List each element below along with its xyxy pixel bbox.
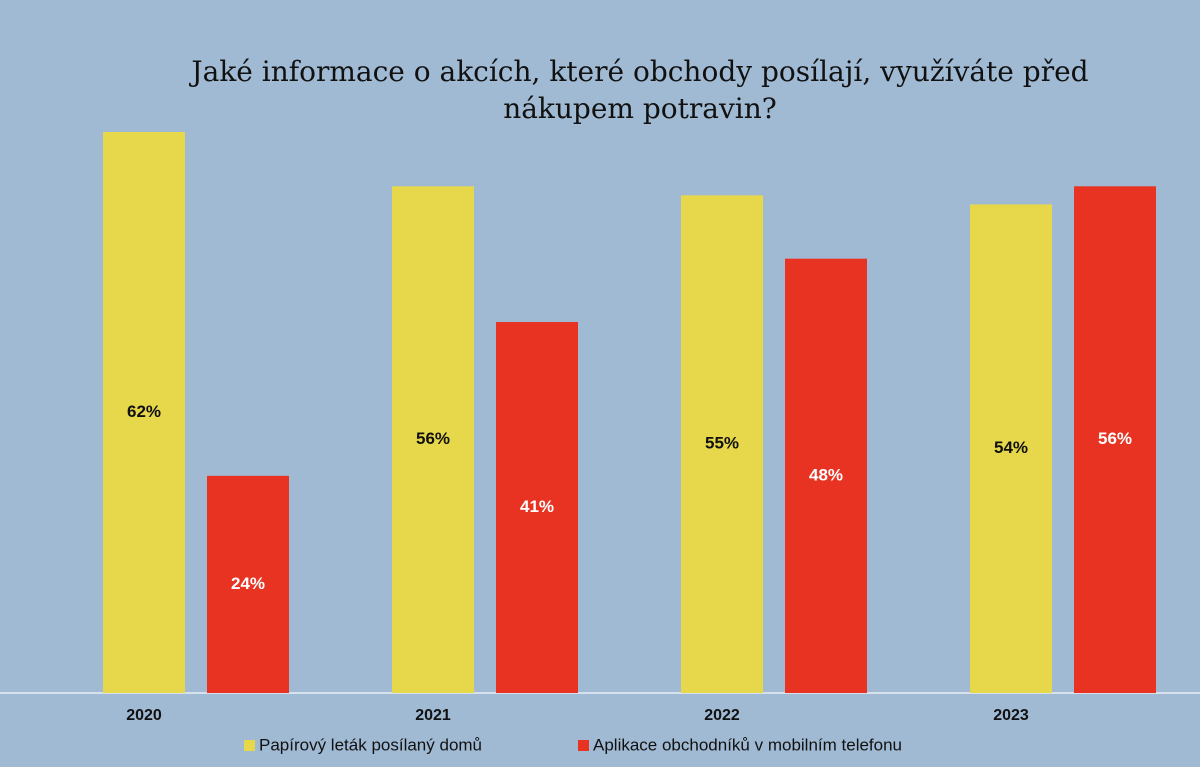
bar: [392, 186, 474, 693]
value-label: 55%: [705, 434, 739, 453]
bar: [1074, 186, 1156, 693]
x-tick-label: 2022: [704, 707, 740, 724]
bar: [970, 204, 1052, 694]
legend-swatch: [244, 740, 255, 751]
value-label: 56%: [416, 429, 450, 448]
legend-label: Papírový leták posílaný domů: [259, 735, 482, 754]
value-label: 48%: [809, 465, 843, 484]
value-label: 62%: [127, 402, 161, 421]
bar: [785, 258, 867, 693]
legend-label: Aplikace obchodníků v mobilním telefonu: [593, 735, 902, 754]
x-tick-label: 2021: [415, 707, 451, 724]
bar: [103, 132, 185, 693]
bar: [681, 195, 763, 693]
chart-title: Jaké informace o akcích, které obchody p…: [188, 55, 1088, 125]
x-tick-label: 2020: [126, 707, 162, 724]
value-label: 41%: [520, 497, 554, 516]
value-label: 24%: [231, 574, 265, 593]
legend-swatch: [578, 740, 589, 751]
bar: [207, 475, 289, 693]
value-label: 56%: [1098, 429, 1132, 448]
value-label: 54%: [994, 438, 1028, 457]
bar: [496, 322, 578, 693]
x-tick-label: 2023: [993, 707, 1029, 724]
